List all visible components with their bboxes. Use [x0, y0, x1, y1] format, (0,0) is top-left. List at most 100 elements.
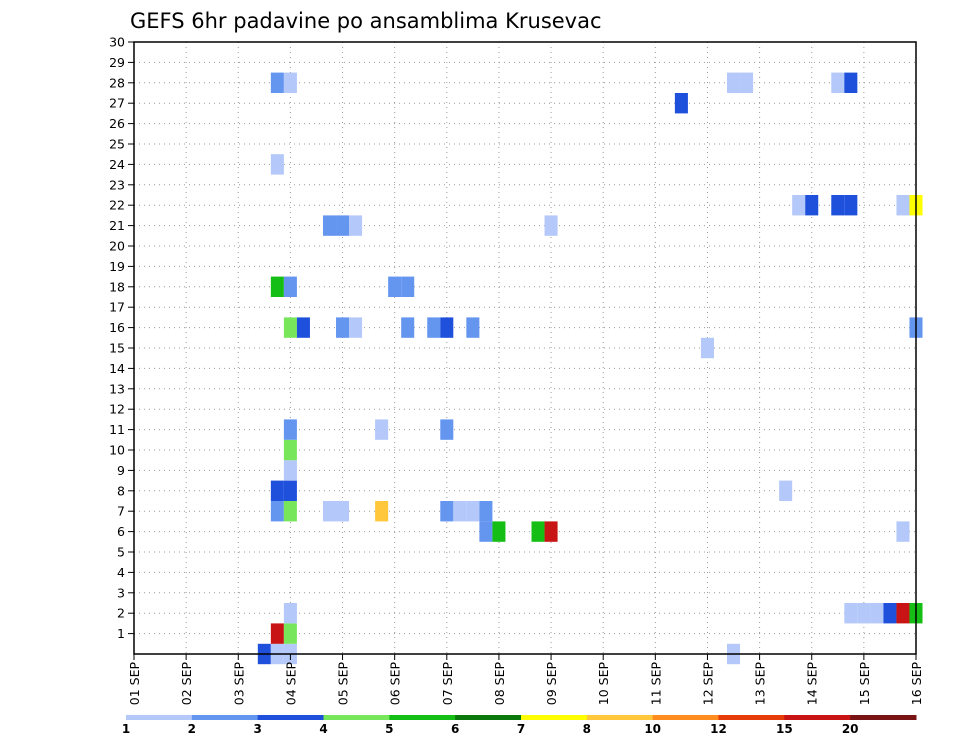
- x-tick-label: 15 SEP: [857, 662, 872, 706]
- data-cell: [283, 480, 297, 501]
- colorbar: 1 2 3 4 5 6 7 8 10 12 15 20: [122, 715, 917, 736]
- colorbar-label: 15: [776, 722, 793, 736]
- colorbar-label: 1: [122, 722, 130, 736]
- y-tick-label: 21: [109, 218, 125, 233]
- y-tick-label: 15: [109, 341, 125, 356]
- colorbar-label: 6: [451, 722, 459, 736]
- y-tick-label: 6: [117, 524, 125, 539]
- y-tick-label: 29: [109, 55, 125, 70]
- data-cell: [453, 501, 467, 522]
- data-cell: [401, 317, 415, 338]
- data-cell: [349, 317, 363, 338]
- colorbar-label: 20: [842, 722, 859, 736]
- y-tick-label: 1: [117, 626, 125, 641]
- y-tick-label: 3: [117, 585, 125, 600]
- x-tick-label: 05 SEP: [336, 662, 351, 706]
- plot-frame: [133, 41, 917, 655]
- y-tick-label: 13: [109, 381, 125, 396]
- data-cell: [883, 603, 897, 624]
- data-cell: [466, 317, 480, 338]
- y-tick-label: 24: [109, 157, 125, 172]
- data-cell: [283, 419, 297, 440]
- data-cell: [857, 603, 871, 624]
- y-tick-label: 5: [117, 545, 125, 560]
- data-cell: [270, 276, 284, 297]
- y-tick-label: 27: [109, 96, 125, 111]
- colorbar-label: 10: [644, 722, 661, 736]
- y-tick-label: 7: [117, 504, 125, 519]
- data-cell: [375, 419, 389, 440]
- data-cell: [440, 317, 454, 338]
- colorbar-swatch: [586, 715, 654, 720]
- y-tick-label: 4: [117, 565, 125, 580]
- data-cell: [792, 195, 806, 216]
- data-cell: [283, 501, 297, 522]
- data-cell: [479, 521, 493, 542]
- colorbar-label: 7: [517, 722, 525, 736]
- y-tick-label: 28: [109, 75, 125, 90]
- colorbar-label: 2: [188, 722, 196, 736]
- data-cell: [805, 195, 819, 216]
- colorbar-swatch: [652, 715, 719, 720]
- data-cell: [492, 521, 506, 542]
- data-cell: [896, 521, 910, 542]
- x-tick-label: 04 SEP: [283, 662, 298, 706]
- data-cell: [283, 603, 297, 624]
- data-cell: [844, 72, 858, 93]
- data-cell: [427, 317, 441, 338]
- data-cell: [700, 337, 714, 359]
- data-cell: [401, 276, 415, 297]
- colorbar-swatch: [718, 715, 785, 720]
- x-tick-label: 07 SEP: [440, 662, 455, 706]
- data-cell: [727, 72, 741, 93]
- colorbar-label: 3: [253, 722, 261, 736]
- data-cell: [544, 215, 558, 236]
- data-cell: [270, 501, 284, 522]
- data-cell: [479, 501, 493, 522]
- data-cell: [466, 501, 480, 522]
- y-tick-label: 22: [109, 198, 125, 213]
- data-cell: [844, 195, 858, 216]
- colorbar-swatch: [257, 715, 324, 720]
- data-cell: [375, 501, 389, 522]
- data-cell: [283, 623, 297, 644]
- colorbar-swatch: [784, 715, 851, 720]
- y-tick-label: 30: [109, 35, 125, 50]
- y-tick-label: 26: [109, 116, 125, 131]
- data-cell: [322, 501, 337, 522]
- colorbar-swatch: [850, 715, 917, 720]
- y-tick-label: 25: [109, 137, 125, 152]
- colorbar-swatch: [126, 715, 193, 720]
- data-cell: [283, 460, 297, 481]
- y-tick-label: 9: [117, 463, 125, 478]
- data-cell: [283, 317, 297, 338]
- data-cell: [779, 480, 793, 501]
- y-tick-label: 12: [109, 402, 125, 417]
- data-cells: [257, 72, 923, 665]
- x-tick-label: 13 SEP: [753, 662, 768, 706]
- y-axis: 1234567891011121314151617181920212223242…: [109, 35, 134, 641]
- x-tick-label: 11 SEP: [648, 662, 663, 706]
- x-tick-label: 12 SEP: [700, 662, 715, 706]
- data-cell: [270, 72, 284, 93]
- data-cell: [283, 439, 297, 461]
- y-tick-label: 23: [109, 177, 125, 192]
- x-axis: 01 SEP 02 SEP 03 SEP 04 SEP 05 SEP 06 SEP 07 S…: [127, 654, 924, 705]
- y-tick-label: 8: [117, 483, 125, 498]
- data-cell: [896, 195, 910, 216]
- x-tick-label: 09 SEP: [544, 662, 559, 706]
- x-tick-label: 10 SEP: [596, 662, 611, 706]
- y-tick-label: 11: [109, 422, 125, 437]
- x-tick-label: 06 SEP: [388, 662, 403, 706]
- colorbar-swatch: [521, 715, 588, 720]
- x-tick-label: 01 SEP: [127, 662, 142, 706]
- y-tick-label: 19: [109, 259, 125, 274]
- y-tick-label: 2: [117, 606, 125, 621]
- colorbar-swatch: [191, 715, 259, 720]
- x-tick-label: 03 SEP: [231, 662, 246, 706]
- y-tick-label: 17: [109, 300, 125, 315]
- colorbar-label: 12: [710, 722, 727, 736]
- data-cell: [831, 72, 845, 93]
- y-tick-label: 10: [109, 443, 125, 458]
